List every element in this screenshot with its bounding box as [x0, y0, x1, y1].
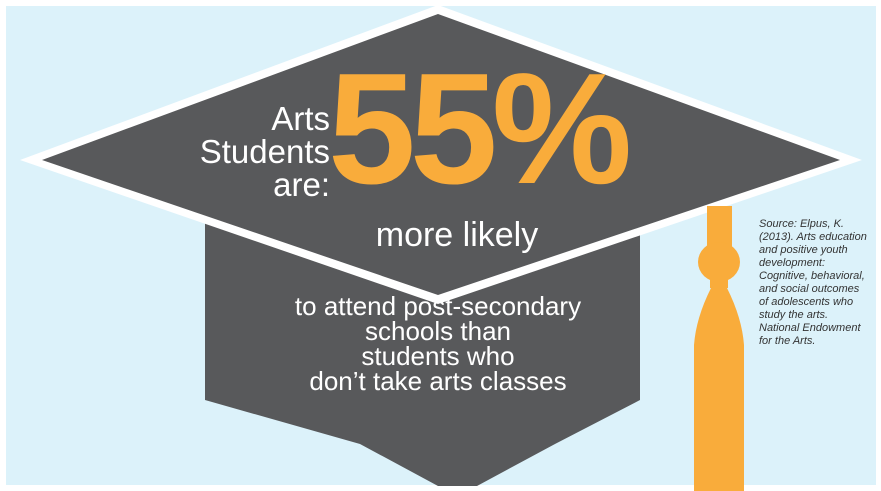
mortarboard	[42, 14, 840, 295]
qualifier-text: more likely	[375, 216, 539, 254]
body-line: don’t take arts classes	[309, 366, 567, 396]
body-line: to attend post-secondary	[294, 291, 582, 321]
body-text: to attend post-secondary schools than st…	[248, 291, 628, 396]
tassel-icon	[694, 206, 744, 491]
lead-line: Arts	[271, 100, 330, 137]
body-line: schools than	[365, 316, 511, 346]
cap-crown	[205, 212, 640, 486]
source-citation: Source: Elpus, K. (2013). Arts education…	[759, 218, 867, 347]
percent-figure: 55%	[328, 41, 632, 217]
lead-line: are:	[273, 166, 330, 203]
lead-text: Arts Students are:	[180, 102, 330, 201]
body-line: students who	[361, 341, 515, 371]
lead-line: Students	[199, 133, 330, 170]
